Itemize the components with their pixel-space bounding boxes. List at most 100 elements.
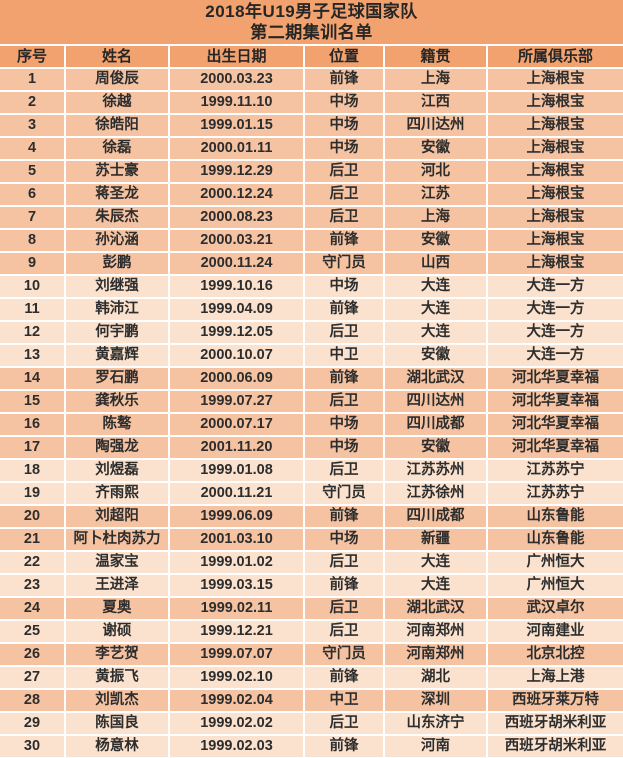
cell-dob: 1999.12.21 [170,621,303,642]
cell-no: 14 [0,368,64,389]
cell-position: 中场 [305,115,383,136]
cell-no: 13 [0,345,64,366]
cell-no: 8 [0,230,64,251]
cell-no: 26 [0,644,64,665]
cell-club: 上海根宝 [488,230,623,251]
cell-dob: 1999.02.04 [170,690,303,711]
table-row: 16 陈骜 2000.07.17 中场 四川成都 河北华夏幸福 [0,414,623,435]
table-row: 12 何宇鹏 1999.12.05 后卫 大连 大连一方 [0,322,623,343]
cell-dob: 1999.01.08 [170,460,303,481]
cell-name: 陈骜 [66,414,168,435]
cell-name: 李艺贺 [66,644,168,665]
cell-club: 大连一方 [488,322,623,343]
cell-position: 前锋 [305,506,383,527]
cell-no: 2 [0,92,64,113]
cell-hometown: 四川成都 [385,506,486,527]
cell-no: 23 [0,575,64,596]
cell-name: 龚秋乐 [66,391,168,412]
cell-position: 中场 [305,414,383,435]
cell-name: 彭鹏 [66,253,168,274]
cell-club: 河北华夏幸福 [488,391,623,412]
table-row: 18 刘煜磊 1999.01.08 后卫 江苏苏州 江苏苏宁 [0,460,623,481]
cell-no: 17 [0,437,64,458]
cell-name: 阿卜杜肉苏力 [66,529,168,550]
cell-dob: 1999.07.07 [170,644,303,665]
cell-hometown: 大连 [385,322,486,343]
cell-position: 前锋 [305,230,383,251]
cell-no: 15 [0,391,64,412]
table-row: 11 韩沛江 1999.04.09 前锋 大连 大连一方 [0,299,623,320]
cell-club: 河南建业 [488,621,623,642]
cell-hometown: 大连 [385,299,486,320]
cell-dob: 2000.07.17 [170,414,303,435]
table-row: 13 黄嘉辉 2000.10.07 中卫 安徽 大连一方 [0,345,623,366]
cell-name: 陈国良 [66,713,168,734]
table-row: 29 陈国良 1999.02.02 后卫 山东济宁 西班牙胡米利亚 [0,713,623,734]
cell-club: 山东鲁能 [488,506,623,527]
cell-hometown: 大连 [385,552,486,573]
header-cell-position: 位置 [305,46,383,67]
cell-name: 韩沛江 [66,299,168,320]
cell-club: 北京北控 [488,644,623,665]
title-line-1: 2018年U19男子足球国家队 [205,2,418,21]
cell-name: 徐磊 [66,138,168,159]
cell-club: 山东鲁能 [488,529,623,550]
cell-position: 守门员 [305,253,383,274]
header-cell-hometown: 籍贯 [385,46,486,67]
cell-position: 后卫 [305,161,383,182]
cell-name: 温家宝 [66,552,168,573]
table-row: 5 苏士豪 1999.12.29 后卫 河北 上海根宝 [0,161,623,182]
cell-no: 6 [0,184,64,205]
cell-hometown: 新疆 [385,529,486,550]
cell-club: 西班牙胡米利亚 [488,736,623,757]
cell-club: 武汉卓尔 [488,598,623,619]
table-row: 28 刘凯杰 1999.02.04 中卫 深圳 西班牙莱万特 [0,690,623,711]
table-row: 2 徐越 1999.11.10 中场 江西 上海根宝 [0,92,623,113]
cell-dob: 2000.06.09 [170,368,303,389]
cell-no: 5 [0,161,64,182]
cell-name: 周俊辰 [66,69,168,90]
cell-hometown: 河南郑州 [385,644,486,665]
cell-name: 蒋圣龙 [66,184,168,205]
cell-position: 守门员 [305,644,383,665]
cell-hometown: 四川成都 [385,414,486,435]
cell-name: 黄振飞 [66,667,168,688]
cell-no: 22 [0,552,64,573]
cell-no: 9 [0,253,64,274]
cell-name: 徐皓阳 [66,115,168,136]
cell-hometown: 湖北 [385,667,486,688]
table-row: 9 彭鹏 2000.11.24 守门员 山西 上海根宝 [0,253,623,274]
cell-club: 广州恒大 [488,575,623,596]
cell-club: 上海根宝 [488,161,623,182]
cell-position: 前锋 [305,667,383,688]
table-row: 15 龚秋乐 1999.07.27 后卫 四川达州 河北华夏幸福 [0,391,623,412]
cell-dob: 2000.10.07 [170,345,303,366]
table-row: 30 杨意林 1999.02.03 前锋 河南 西班牙胡米利亚 [0,736,623,757]
cell-dob: 1999.10.16 [170,276,303,297]
cell-name: 朱辰杰 [66,207,168,228]
cell-name: 谢硕 [66,621,168,642]
cell-hometown: 安徽 [385,230,486,251]
cell-club: 河北华夏幸福 [488,368,623,389]
cell-hometown: 河南郑州 [385,621,486,642]
header-cell-dob: 出生日期 [170,46,303,67]
cell-dob: 2000.03.21 [170,230,303,251]
cell-dob: 1999.11.10 [170,92,303,113]
cell-club: 上海根宝 [488,207,623,228]
cell-hometown: 上海 [385,69,486,90]
table-body: 1 周俊辰 2000.03.23 前锋 上海 上海根宝 2 徐越 1999.11.10 中场 江西上… [0,69,623,757]
cell-club: 大连一方 [488,276,623,297]
cell-hometown: 江苏 [385,184,486,205]
cell-dob: 2000.01.11 [170,138,303,159]
cell-position: 后卫 [305,391,383,412]
table-row: 8 孙沁涵 2000.03.21 前锋 安徽 上海根宝 [0,230,623,251]
cell-hometown: 安徽 [385,138,486,159]
cell-no: 10 [0,276,64,297]
cell-no: 19 [0,483,64,504]
cell-dob: 1999.12.05 [170,322,303,343]
cell-hometown: 江苏苏州 [385,460,486,481]
cell-hometown: 山西 [385,253,486,274]
cell-position: 后卫 [305,322,383,343]
cell-no: 29 [0,713,64,734]
cell-dob: 2000.03.23 [170,69,303,90]
